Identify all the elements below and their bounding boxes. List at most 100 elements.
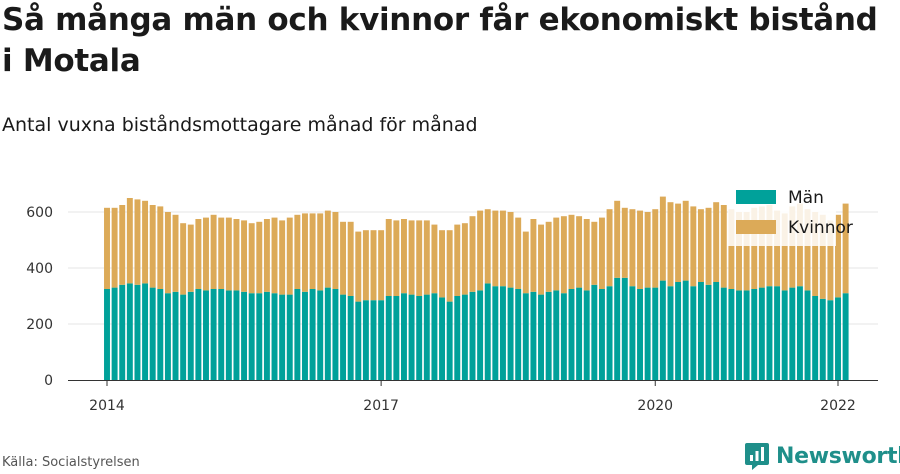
bar-women	[218, 217, 225, 289]
bar-women	[751, 207, 758, 289]
chart-subtitle: Antal vuxna biståndsmottagare månad för …	[2, 114, 478, 136]
bar-women	[781, 213, 788, 291]
bar-women	[302, 213, 308, 292]
bar-women	[621, 207, 628, 278]
bar-men	[203, 290, 209, 380]
bar-women	[378, 230, 385, 301]
bar-men	[469, 291, 476, 380]
bar-men	[241, 291, 248, 380]
bar-men	[370, 300, 377, 380]
bar-women	[423, 220, 430, 295]
bar-men	[675, 282, 682, 380]
bar-women	[111, 207, 118, 288]
bar-women	[682, 200, 689, 281]
bar-women	[484, 209, 491, 284]
bar-men	[545, 291, 552, 380]
bar-men	[355, 301, 362, 380]
bar-men	[142, 283, 149, 380]
bar-women	[347, 221, 354, 296]
legend-label-women: Kvinnor	[788, 218, 853, 238]
bar-women	[157, 206, 164, 289]
bar-women	[393, 220, 400, 296]
bar-men	[659, 280, 666, 380]
bar-women	[195, 219, 202, 289]
bar-men	[781, 290, 788, 380]
bar-women	[439, 230, 446, 298]
bar-men	[637, 289, 643, 380]
bar-women	[203, 217, 209, 291]
bar-women	[469, 216, 476, 292]
bar-men	[827, 300, 834, 380]
bar-women	[553, 217, 560, 291]
bar-men	[560, 293, 567, 380]
bar-women	[583, 219, 590, 291]
bar-men	[347, 296, 354, 380]
bar-men	[743, 290, 750, 380]
bar-women	[446, 230, 453, 302]
bar-men	[522, 293, 529, 380]
bar-men	[157, 289, 164, 380]
bar-women	[309, 213, 316, 289]
bar-women	[659, 196, 666, 281]
bar-women	[614, 200, 621, 278]
bar-men	[812, 296, 819, 380]
bar-men	[774, 286, 781, 380]
bar-women	[568, 214, 575, 289]
bar-women	[401, 219, 407, 294]
bar-women	[705, 207, 712, 285]
bar-men	[538, 294, 544, 380]
bar-men	[461, 294, 468, 380]
bar-men	[499, 286, 506, 380]
bar-men	[614, 277, 621, 380]
bar-women	[294, 214, 301, 289]
bar-men	[553, 290, 560, 380]
brand-logo: Newsworthy	[744, 440, 900, 472]
bar-men	[263, 291, 270, 380]
bar-women	[187, 224, 194, 292]
bar-women	[362, 230, 369, 301]
y-axis-labels: 0 200 400 600	[26, 205, 53, 389]
bar-men	[126, 283, 133, 380]
bar-women	[271, 217, 278, 294]
bar-women	[134, 199, 141, 285]
bar-women	[835, 214, 841, 298]
bar-men	[401, 293, 407, 380]
bar-men	[606, 286, 613, 380]
bar-women	[340, 221, 347, 295]
bar-women	[408, 220, 415, 295]
bar-men	[431, 293, 438, 380]
bar-men	[598, 289, 605, 380]
bar-women	[530, 219, 537, 292]
bar-men	[576, 287, 583, 380]
bar-women	[317, 213, 324, 291]
bar-men	[119, 284, 126, 380]
bar-women	[431, 224, 438, 294]
bar-men	[446, 301, 453, 380]
bar-women	[591, 221, 598, 285]
bar-men	[728, 289, 735, 380]
bar-women	[225, 217, 232, 291]
bar-women	[690, 206, 697, 287]
bar-men	[416, 296, 423, 380]
bar-men	[796, 286, 803, 380]
bar-men	[111, 287, 118, 380]
bar-men	[149, 287, 156, 380]
legend: Män Kvinnor	[728, 184, 853, 246]
y-tick-label: 0	[44, 373, 53, 389]
bar-men	[667, 286, 674, 380]
bar-men	[591, 284, 598, 380]
bar-men	[804, 290, 811, 380]
bar-men	[164, 293, 171, 380]
bar-women	[385, 219, 392, 296]
bar-women	[522, 231, 529, 294]
bar-women	[629, 209, 636, 287]
bar-women	[789, 206, 796, 288]
bar-women	[713, 202, 720, 282]
bar-men	[180, 294, 187, 380]
bar-women	[758, 206, 765, 288]
bar-women	[827, 220, 834, 301]
source-note: Källa: Socialstyrelsen	[2, 455, 140, 470]
bar-men	[195, 289, 202, 380]
bar-women	[149, 205, 156, 288]
bar-women	[728, 209, 735, 289]
